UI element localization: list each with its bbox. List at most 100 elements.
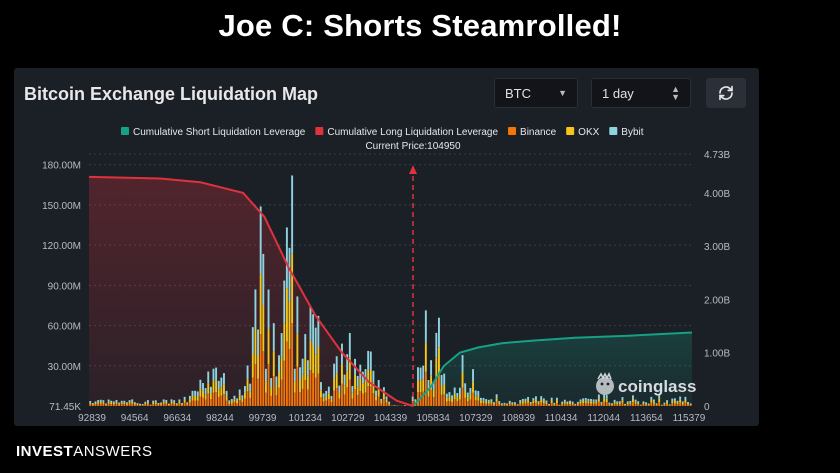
bar-bybit: [537, 401, 540, 403]
bar-binance: [448, 401, 451, 406]
bar-binance: [613, 403, 616, 406]
bar-bybit: [110, 400, 113, 403]
bar-binance: [634, 403, 637, 406]
bar-bybit: [689, 403, 692, 405]
bar-bybit: [624, 403, 627, 405]
bar-okx: [529, 403, 532, 405]
bar-binance: [207, 393, 210, 406]
bar-okx: [385, 399, 388, 403]
bar-okx: [482, 400, 485, 404]
bar-okx: [582, 401, 585, 404]
bar-binance: [668, 405, 671, 406]
bar-bybit: [338, 385, 341, 393]
bar-binance: [626, 404, 629, 406]
bar-bybit: [325, 390, 328, 397]
bar-okx: [445, 397, 448, 402]
bar-okx: [411, 399, 414, 403]
bar-bybit: [445, 393, 448, 398]
bar-bybit: [299, 367, 301, 381]
bar-okx: [301, 374, 304, 389]
bar-okx: [652, 401, 655, 404]
bar-bybit: [479, 397, 482, 401]
bar-binance: [186, 404, 189, 406]
bar-okx: [317, 346, 320, 374]
bar-okx: [469, 394, 472, 400]
bar-bybit: [666, 400, 668, 403]
bar-binance: [684, 402, 687, 406]
bar-binance: [451, 402, 454, 406]
bar-okx: [175, 404, 178, 406]
bar-binance: [655, 405, 658, 406]
bar-binance: [325, 400, 328, 406]
bar-okx: [97, 402, 100, 404]
bar-okx: [532, 400, 535, 404]
bar-bybit: [382, 387, 385, 394]
bar-okx: [120, 402, 123, 405]
bar-bybit: [676, 400, 679, 403]
bar-bybit: [105, 403, 107, 405]
bar-okx: [474, 395, 477, 401]
bar-bybit: [314, 327, 317, 355]
bar-okx: [367, 369, 370, 387]
bar-binance: [327, 399, 330, 406]
bar-bybit: [508, 400, 511, 403]
bar-okx: [521, 401, 524, 404]
bar-binance: [582, 403, 585, 406]
bar-bybit: [262, 253, 265, 306]
bar-bybit: [267, 289, 270, 330]
bar-binance: [600, 404, 603, 406]
bar-okx: [514, 403, 516, 405]
y-right-tick-label: 2.00B: [704, 295, 730, 306]
bar-bybit: [327, 386, 330, 394]
bar-okx: [126, 403, 128, 405]
bar-binance: [123, 404, 126, 406]
bar-bybit: [369, 351, 372, 371]
bar-binance: [461, 387, 464, 406]
legend-swatch: [566, 127, 575, 135]
bar-okx: [165, 401, 168, 404]
y-left-tick-label: 120.00M: [42, 241, 81, 252]
bar-binance: [275, 395, 278, 406]
bar-okx: [380, 401, 383, 404]
bar-okx: [136, 404, 139, 405]
bar-bybit: [535, 396, 537, 400]
bar-bybit: [655, 403, 658, 405]
refresh-button[interactable]: [706, 78, 746, 108]
bar-bybit: [629, 400, 632, 403]
bar-okx: [647, 404, 650, 406]
bar-okx: [490, 401, 493, 404]
y-left-tick-label: 60.00M: [48, 322, 81, 333]
coin-select[interactable]: BTC ▼: [494, 78, 578, 108]
bar-bybit: [188, 395, 191, 400]
range-select[interactable]: 1 day ▲ ▼: [591, 78, 691, 108]
bar-bybit: [647, 403, 650, 405]
bar-bybit: [293, 368, 296, 382]
bar-okx: [249, 391, 252, 398]
bar-okx: [508, 402, 511, 405]
bar-binance: [204, 399, 207, 406]
bar-bybit: [411, 396, 414, 400]
bar-bybit: [102, 400, 105, 403]
bar-bybit: [178, 399, 181, 402]
bar-bybit: [495, 394, 498, 399]
y-right-tick-label: 4.00B: [704, 189, 730, 200]
bar-bybit: [632, 395, 634, 399]
bar-okx: [102, 402, 105, 404]
bar-bybit: [320, 382, 322, 391]
bar-binance: [479, 403, 482, 406]
bar-bybit: [209, 386, 212, 394]
bar-okx: [663, 403, 666, 405]
bar-bybit: [191, 390, 194, 397]
bar-binance: [555, 403, 558, 406]
bar-binance: [217, 396, 220, 406]
bar-binance: [595, 403, 598, 406]
bar-binance: [102, 403, 105, 406]
bar-binance: [490, 403, 493, 406]
bar-bybit: [118, 402, 121, 404]
bar-okx: [566, 403, 569, 405]
bar-bybit: [196, 391, 199, 397]
bar-bybit: [427, 380, 430, 389]
bar-binance: [270, 395, 273, 406]
bar-okx: [472, 381, 474, 393]
x-tick-label: 108939: [502, 413, 536, 424]
